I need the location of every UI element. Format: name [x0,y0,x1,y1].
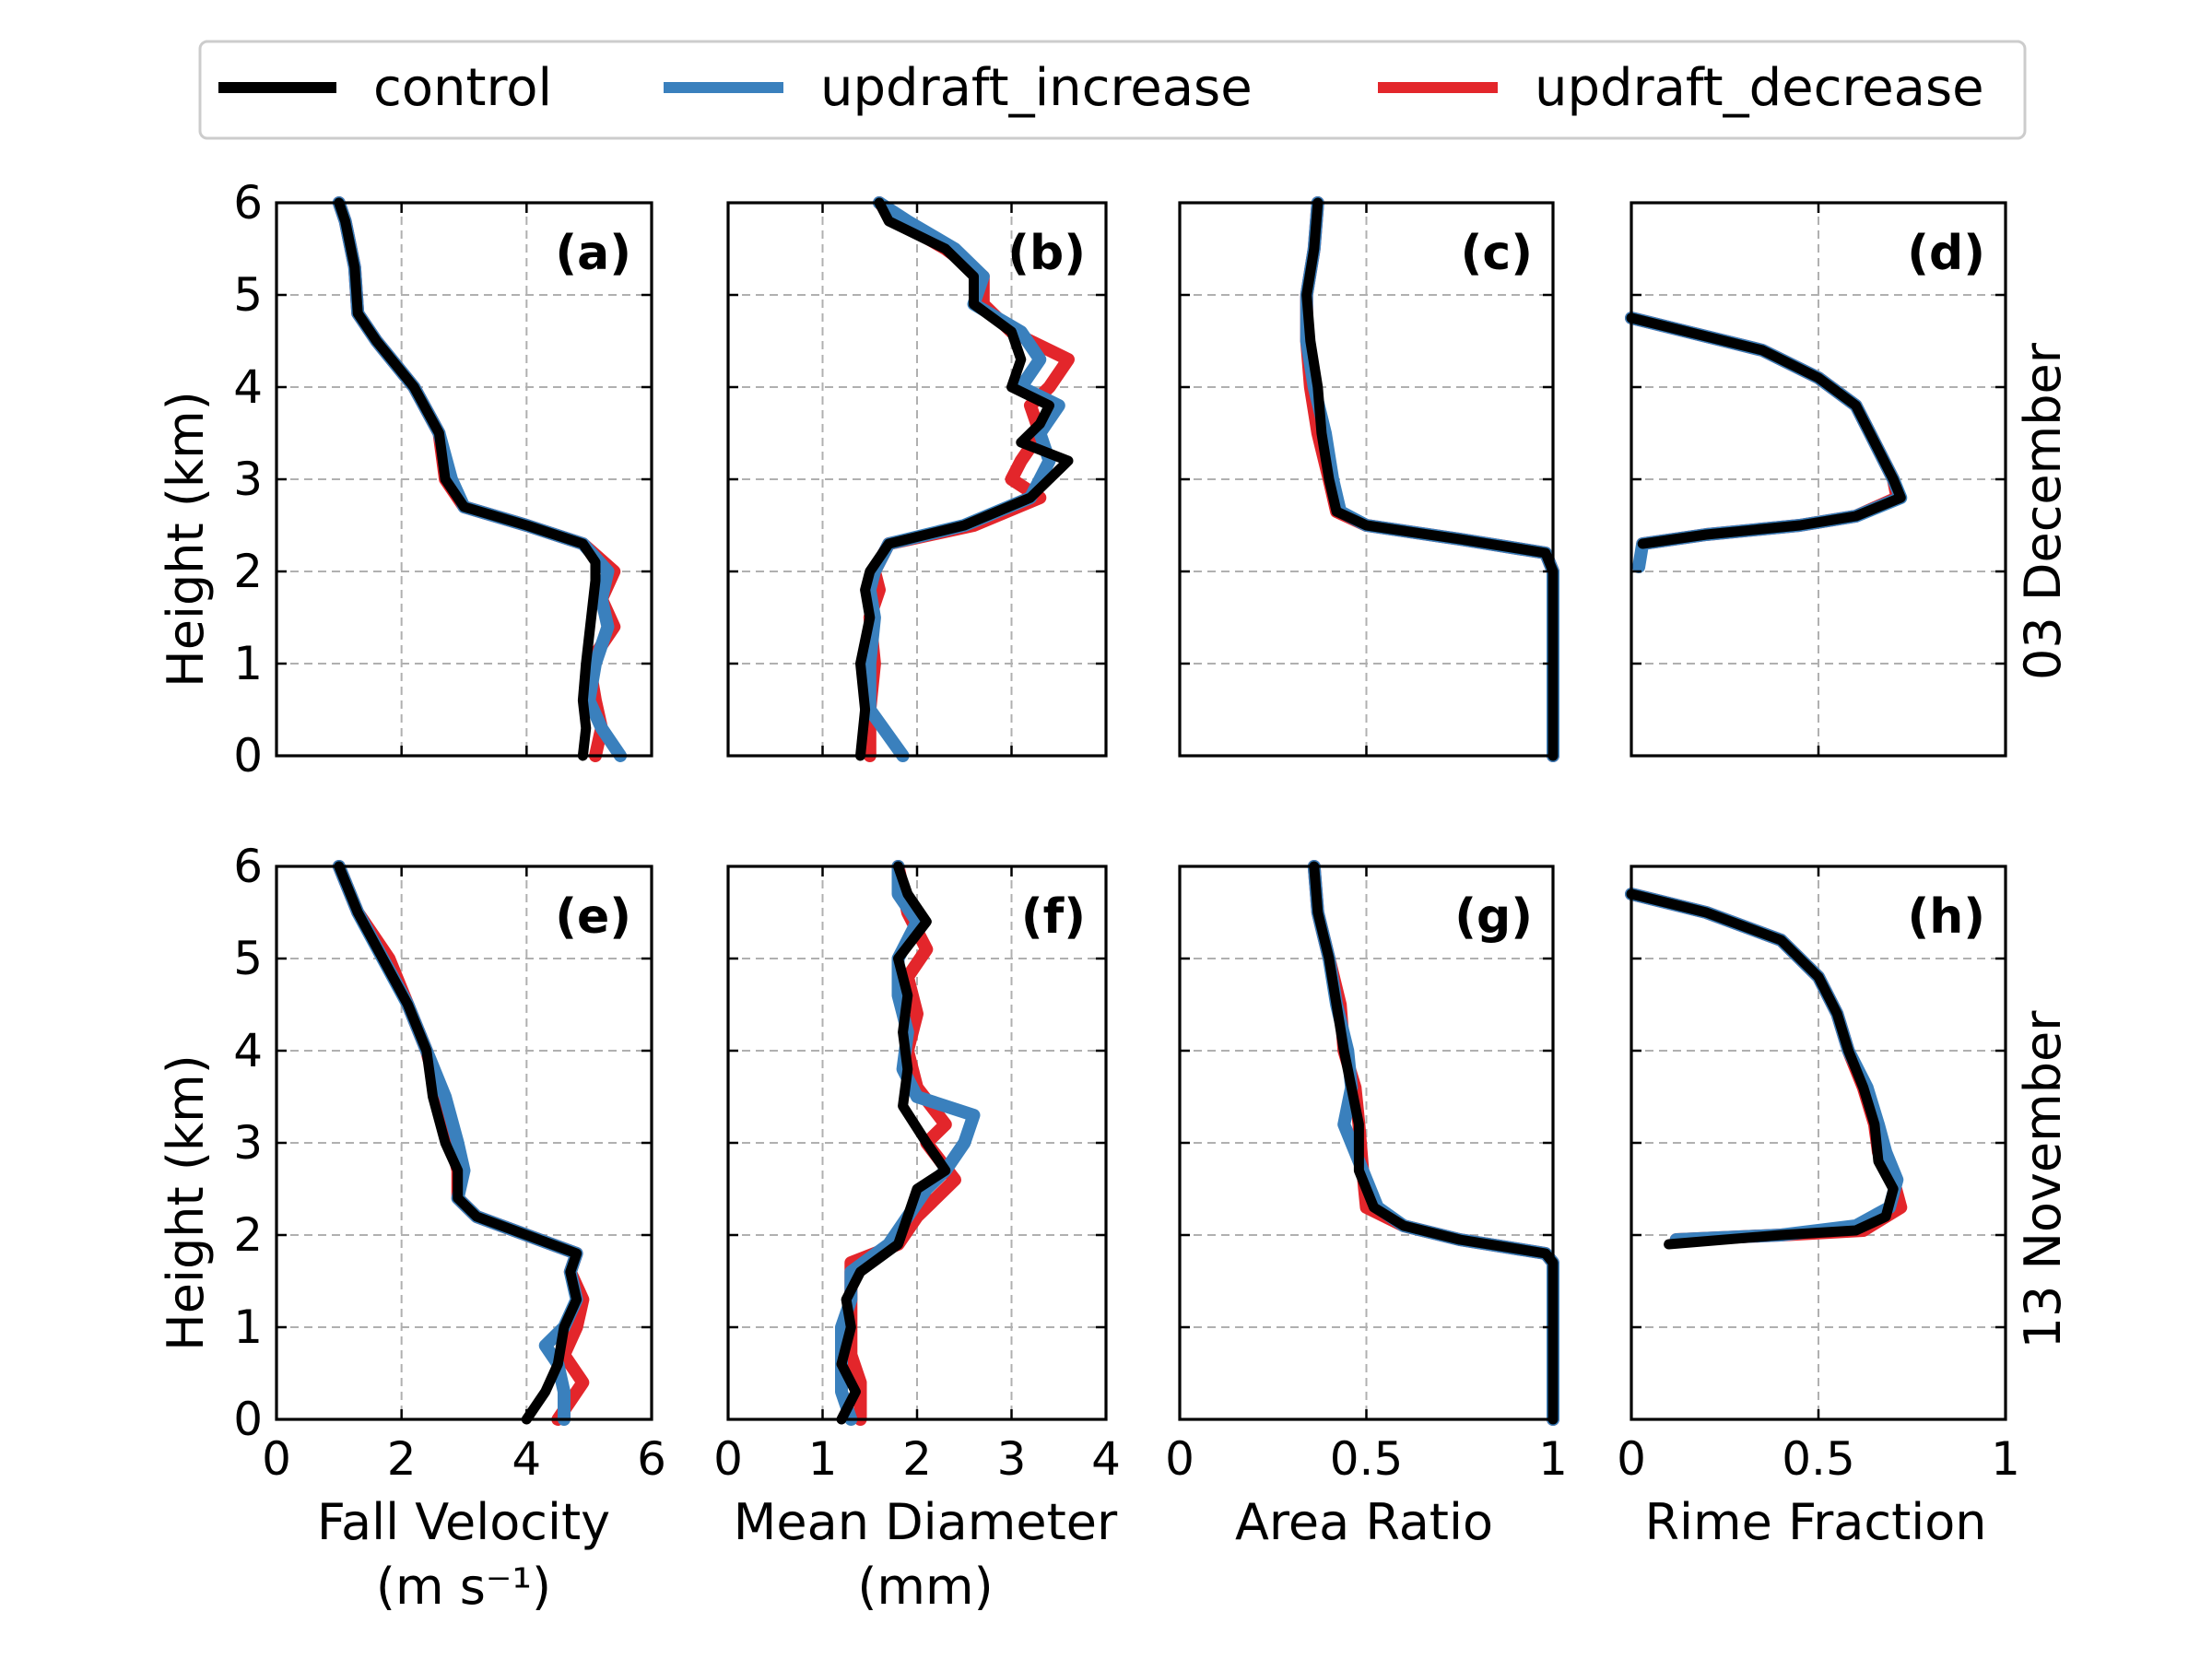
panel-g: 0 0.5 1 (g) [1165,860,1568,1486]
y-tick-label-a: 6 [233,176,263,229]
panel-label-e: (e) [555,889,631,945]
x-tick-label-e: 2 [387,1432,417,1486]
y-tick-label-e: 6 [233,840,263,893]
y-tick-label-a: 4 [233,360,263,414]
legend-label-updraft-decrease: updraft_decrease [1535,58,1984,118]
series-line-control-d [1626,312,1906,549]
series-line-control-g [1309,861,1559,1425]
panel-label-a: (a) [555,226,631,281]
panel-d: (d) [1625,201,2007,758]
panel-f: 0 1 2 3 4 (f) [713,860,1121,1486]
legend-box [198,40,2027,140]
legend-label-control: control [373,58,552,118]
panel-label-d: (d) [1907,226,1985,281]
x-tick-label-f: 4 [1091,1432,1121,1486]
row-label-top: 03 December [2014,342,2072,680]
y-tick-label-a: 1 [233,637,263,690]
y-tick-label-a: 2 [233,545,263,598]
x-tick-label-h: 0.5 [1782,1432,1855,1486]
y-axis-label-top: Height (km) [157,391,215,688]
y-axis-label-bottom: Height (km) [157,1054,215,1351]
xlabel-rime-fraction: Rime Fraction [1644,1493,1986,1551]
x-tick-label-f: 2 [902,1432,932,1486]
y-tick-label-e: 2 [233,1208,263,1262]
x-tick-label-f: 1 [808,1432,838,1486]
xlabel-mean-diameter-units: (mm) [857,1558,993,1616]
series-line-control-f [836,861,951,1425]
xlabel-area-ratio: Area Ratio [1235,1493,1493,1551]
series-line-control-b [855,197,1074,761]
legend-label-updraft-increase: updraft_increase [820,58,1253,118]
y-tick-label-e: 0 [233,1393,263,1446]
x-tick-label-e: 0 [262,1432,291,1486]
panel-b: (b) [726,196,1108,762]
series-line-control-h [1626,888,1899,1250]
panel-a: 0 1 2 3 4 5 6 (a) [233,176,653,782]
x-tick-label-e: 4 [512,1432,541,1486]
y-tick-label-e: 4 [233,1024,263,1077]
panel-c: (c) [1178,196,1559,762]
x-tick-label-f: 3 [997,1432,1027,1486]
series-line-control-a [334,197,601,761]
legend: control updraft_increase updraft_decreas… [198,40,2027,140]
x-tick-label-f: 0 [713,1432,743,1486]
x-tick-label-g: 1 [1538,1432,1568,1486]
panel-label-c: (c) [1461,226,1533,281]
y-tick-label-e: 1 [233,1300,263,1354]
y-tick-label-a: 3 [233,453,263,506]
panel-label-f: (f) [1021,889,1086,945]
y-tick-label-e: 5 [233,932,263,985]
row-label-bottom: 13 November [2014,1010,2072,1349]
y-tick-label-a: 5 [233,268,263,322]
panel-label-h: (h) [1907,889,1985,945]
panel-label-b: (b) [1007,226,1086,281]
xlabel-fall-velocity: Fall Velocity [317,1493,610,1551]
y-tick-label-e: 3 [233,1116,263,1170]
x-tick-label-g: 0 [1165,1432,1194,1486]
panel-h: 0 0.5 1 (h) [1617,865,2020,1486]
x-tick-label-e: 6 [637,1432,666,1486]
panel-e: 0 2 4 6 0 1 2 3 4 5 6 (e) [233,840,666,1486]
xlabel-fall-velocity-units: (m s⁻¹) [376,1558,551,1616]
x-tick-label-h: 1 [1991,1432,2020,1486]
series-line-control-e [334,861,582,1425]
x-tick-label-g: 0.5 [1330,1432,1404,1486]
y-tick-label-a: 0 [233,729,263,782]
panel-label-g: (g) [1454,889,1533,945]
x-axis-labels: Fall Velocity (m s⁻¹) Mean Diameter (mm)… [317,1493,1987,1616]
xlabel-mean-diameter: Mean Diameter [734,1493,1118,1551]
x-tick-label-h: 0 [1617,1432,1646,1486]
